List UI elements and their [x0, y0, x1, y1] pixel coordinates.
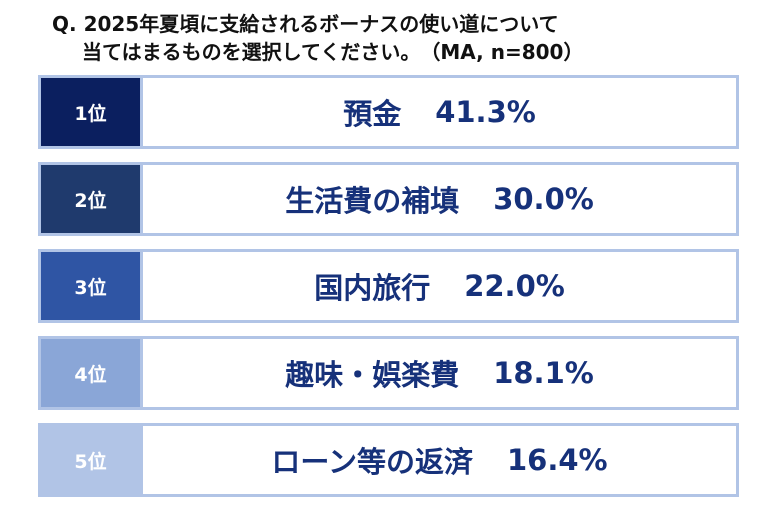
item-value-5: 16.4% — [506, 443, 608, 477]
item-label-1: 預金 — [343, 97, 402, 131]
rank-row-1: 1位 預金 41.3% — [38, 75, 739, 149]
rank-content-1: 預金 41.3% — [140, 78, 736, 146]
rank-row-3: 3位 国内旅行 22.0% — [38, 249, 739, 323]
rank-row-5: 5位 ローン等の返済 16.4% — [38, 423, 739, 497]
item-label-3: 国内旅行 — [314, 271, 431, 305]
rank-badge-1: 1位 — [41, 78, 140, 146]
rank-content-4: 趣味・娯楽費 18.1% — [140, 339, 736, 407]
item-value-4: 18.1% — [493, 356, 594, 390]
rank-content-5: ローン等の返済 16.4% — [140, 426, 736, 494]
rank-row-2: 2位 生活費の補填 30.0% — [38, 162, 739, 236]
rank-badge-4: 4位 — [41, 339, 140, 407]
rank-badge-5: 5位 — [41, 426, 140, 494]
item-label-4: 趣味・娯楽費 — [285, 358, 460, 392]
item-value-1: 41.3% — [435, 95, 536, 129]
rank-content-2: 生活費の補填 30.0% — [140, 165, 736, 233]
rank-content-3: 国内旅行 22.0% — [140, 252, 736, 320]
question-line-1: Q. 2025年夏頃に支給されるボーナスの使い道について — [52, 12, 559, 36]
ranking-list: 1位 預金 41.3% 2位 生活費の補填 30.0% 3位 国内旅行 22.0… — [38, 75, 739, 510]
item-label-2: 生活費の補填 — [285, 184, 460, 218]
item-value-2: 30.0% — [493, 182, 594, 216]
question-text: Q. 2025年夏頃に支給されるボーナスの使い道について 当てはまるものを選択し… — [52, 10, 752, 66]
question-line-2: 当てはまるものを選択してください。 （MA, n=800） — [82, 40, 584, 64]
item-label-5: ローン等の返済 — [271, 445, 473, 479]
item-value-3: 22.0% — [464, 269, 565, 303]
rank-badge-2: 2位 — [41, 165, 140, 233]
rank-row-4: 4位 趣味・娯楽費 18.1% — [38, 336, 739, 410]
rank-badge-3: 3位 — [41, 252, 140, 320]
